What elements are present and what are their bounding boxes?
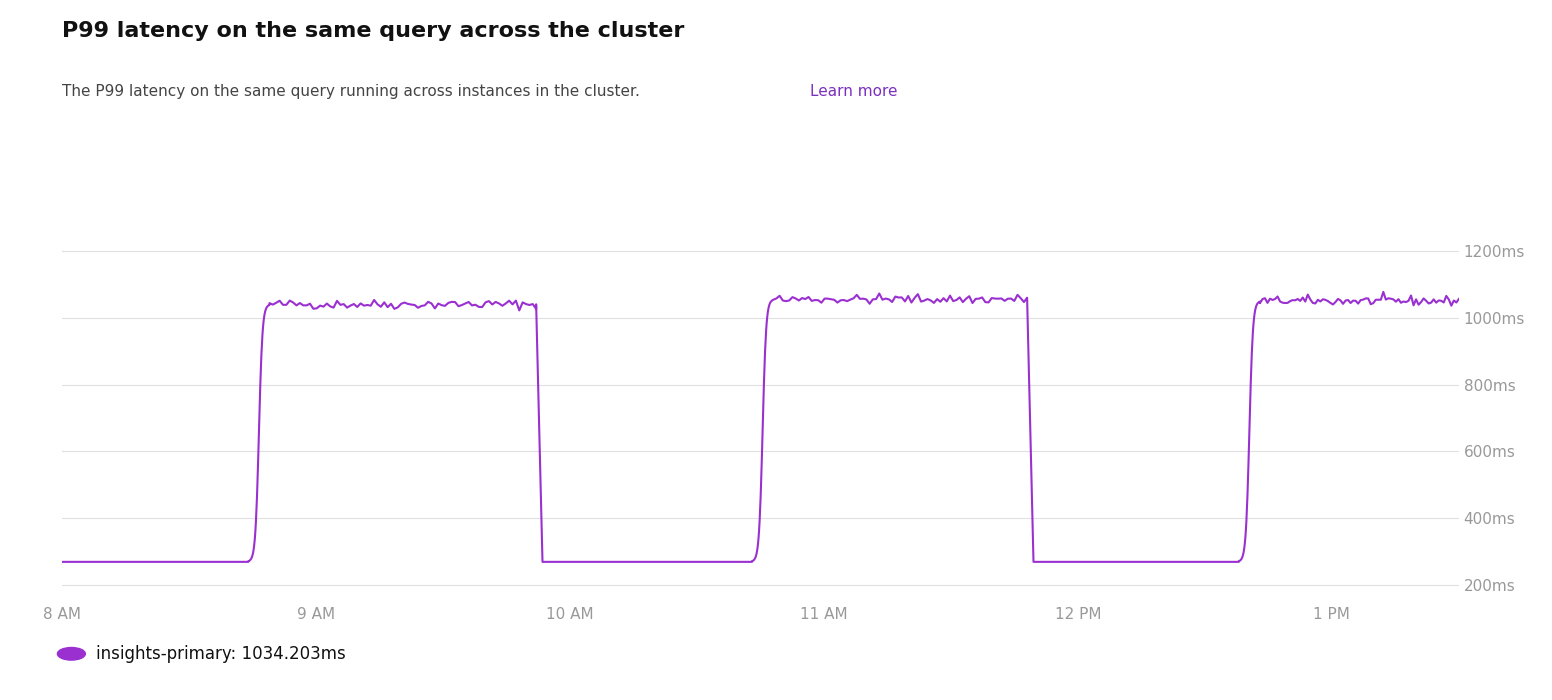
Text: P99 latency on the same query across the cluster: P99 latency on the same query across the… [62, 21, 684, 41]
Text: The P99 latency on the same query running across instances in the cluster.: The P99 latency on the same query runnin… [62, 84, 650, 99]
Text: insights-primary: 1034.203ms: insights-primary: 1034.203ms [96, 645, 346, 663]
Text: Learn more: Learn more [810, 84, 897, 99]
